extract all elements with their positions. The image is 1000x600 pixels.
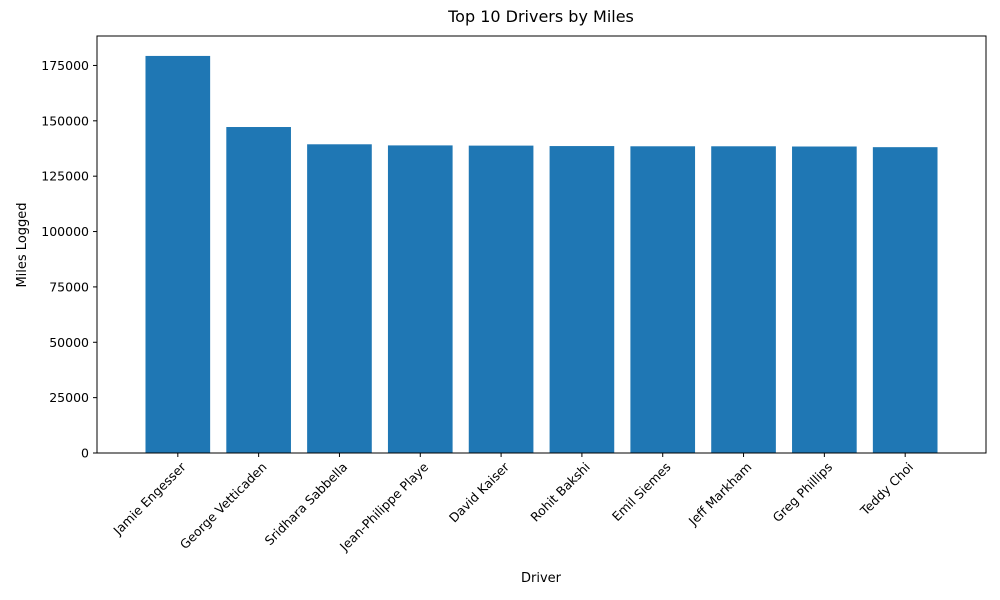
x-axis-label: Driver xyxy=(521,571,562,586)
y-tick-label: 175000 xyxy=(41,58,89,73)
x-tick-label: Teddy Choi xyxy=(857,459,917,519)
x-tick-label: Jamie Engesser xyxy=(110,459,190,539)
x-tick-label: Jean-Philippe Playe xyxy=(336,459,431,554)
x-tick-label: George Vetticaden xyxy=(177,459,270,552)
y-axis: 0 25000 50000 75000 100000 125000 150000 175000 xyxy=(41,58,97,461)
bar-greg-phillips xyxy=(792,146,857,453)
y-tick-label: 100000 xyxy=(41,224,89,239)
y-tick-label: 0 xyxy=(81,446,89,461)
x-tick-label: Rohit Bakshi xyxy=(527,459,592,524)
y-tick-label: 150000 xyxy=(41,113,89,128)
bar-teddy-choi xyxy=(872,147,938,453)
bars-layer xyxy=(145,55,938,453)
x-tick-label: Emil Siemes xyxy=(609,459,674,524)
bar-sridhara-sabbella xyxy=(307,144,372,453)
x-tick-label: Sridhara Sabbella xyxy=(262,459,351,548)
x-tick-label: Jeff Markham xyxy=(685,459,755,529)
plot-frame xyxy=(96,35,987,454)
bar-david-kaiser xyxy=(468,145,534,453)
bar-rohit-bakshi xyxy=(549,146,615,453)
y-tick-label: 50000 xyxy=(49,335,89,350)
bar-jean-philippe-playe xyxy=(387,145,453,453)
x-tick-label: David Kaiser xyxy=(446,459,513,526)
y-axis-label: Miles Logged xyxy=(15,202,30,287)
y-tick-label: 125000 xyxy=(41,169,89,184)
y-tick-label: 75000 xyxy=(49,279,89,294)
bar-emil-siemes xyxy=(630,146,696,453)
chart-title: Top 10 Drivers by Miles xyxy=(447,7,634,26)
bar-george-vetticaden xyxy=(226,127,291,453)
x-tick-label: Greg Phillips xyxy=(770,459,836,525)
bar-jeff-markham xyxy=(711,146,776,453)
y-tick-label: 25000 xyxy=(49,390,89,405)
bar-jamie-engesser xyxy=(145,55,211,453)
